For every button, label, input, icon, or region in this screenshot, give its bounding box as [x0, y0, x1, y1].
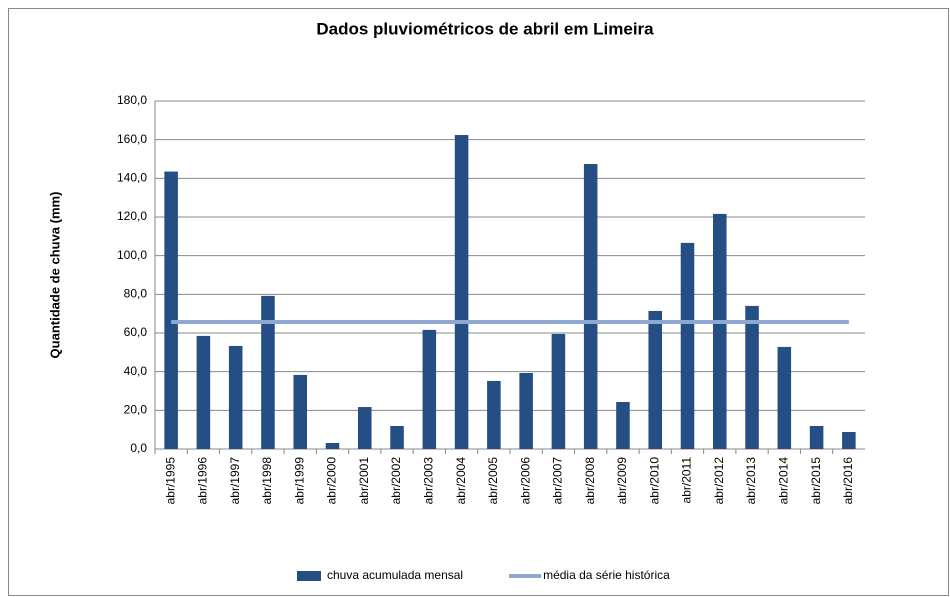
y-tick-label: 60,0	[124, 325, 148, 339]
x-tick-label: abr/2000	[325, 457, 339, 505]
y-axis-title: Quantidade de chuva (mm)	[47, 192, 62, 359]
bar	[196, 335, 211, 449]
y-tick-label: 140,0	[117, 171, 147, 185]
bar	[551, 333, 566, 449]
x-tick-label: abr/2012	[712, 457, 726, 505]
legend-label: chuva acumulada mensal	[327, 568, 463, 582]
bar	[164, 171, 178, 450]
bar	[648, 310, 663, 449]
bar	[454, 135, 469, 449]
bar	[519, 373, 533, 449]
x-tick-label: abr/1996	[196, 457, 210, 505]
x-tick-label: abr/2005	[486, 457, 500, 505]
legend-swatch	[297, 571, 321, 581]
bar	[745, 305, 759, 449]
y-tick-label: 120,0	[117, 209, 147, 223]
x-tick-label: abr/2006	[518, 457, 532, 505]
y-tick-label: 0,0	[130, 441, 147, 455]
bar	[357, 407, 372, 449]
bar	[680, 242, 695, 449]
y-tick-label: 160,0	[117, 132, 147, 146]
x-tick-label: abr/1998	[260, 457, 274, 505]
bar	[616, 402, 630, 449]
y-tick-label: 100,0	[117, 248, 147, 262]
bar	[261, 295, 275, 449]
x-tick-label: abr/2010	[647, 457, 661, 505]
bar	[228, 345, 243, 449]
bar	[809, 425, 824, 449]
x-tick-label: abr/2016	[841, 457, 855, 505]
x-tick-label: abr/1995	[163, 457, 177, 505]
y-tick-label: 20,0	[124, 403, 148, 417]
x-tick-label: abr/1997	[228, 457, 242, 505]
bar	[777, 346, 792, 449]
bar	[842, 431, 856, 449]
chart-title: Dados pluviométricos de abril em Limeira	[316, 19, 654, 38]
bar	[293, 374, 308, 449]
y-tick-label: 40,0	[124, 364, 148, 378]
x-tick-label: abr/2003	[421, 457, 435, 505]
bar	[487, 380, 501, 449]
bar	[583, 164, 598, 449]
x-tick-label: abr/2014	[776, 457, 790, 505]
y-tick-label: 80,0	[124, 287, 148, 301]
x-tick-label: abr/2001	[357, 457, 371, 505]
x-tick-label: abr/2002	[389, 457, 403, 505]
x-tick-label: abr/2007	[551, 457, 565, 505]
x-tick-label: abr/2015	[809, 457, 823, 505]
bar	[390, 425, 404, 449]
chart-frame	[8, 8, 949, 596]
bar	[325, 443, 340, 449]
x-tick-label: abr/2009	[615, 457, 629, 505]
x-tick-label: abr/1999	[292, 457, 306, 505]
bar	[422, 329, 437, 449]
bar	[712, 213, 727, 449]
legend-label: média da série histórica	[543, 568, 670, 582]
x-tick-label: abr/2004	[454, 457, 468, 505]
x-tick-label: abr/2013	[744, 457, 758, 505]
y-tick-label: 180,0	[117, 93, 147, 107]
x-tick-label: abr/2011	[680, 457, 694, 504]
x-tick-label: abr/2008	[583, 457, 597, 505]
